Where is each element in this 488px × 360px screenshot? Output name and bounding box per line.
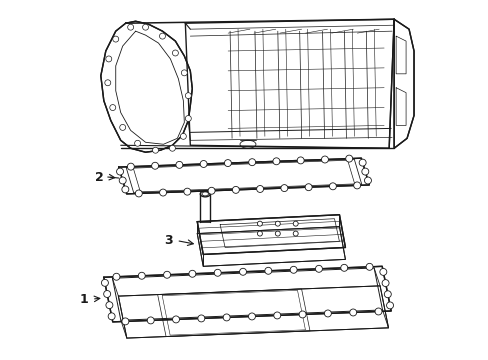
Circle shape [293,231,298,236]
Circle shape [224,159,231,167]
Circle shape [280,185,287,192]
Circle shape [345,155,352,162]
Circle shape [305,184,311,191]
Polygon shape [119,158,368,194]
Circle shape [353,182,360,189]
Circle shape [142,24,148,30]
Circle shape [329,183,336,190]
Circle shape [361,168,368,175]
Circle shape [364,177,371,184]
Circle shape [374,308,381,315]
Circle shape [386,302,393,309]
Circle shape [297,157,304,164]
Circle shape [248,159,255,166]
Circle shape [181,70,187,76]
Circle shape [257,231,262,236]
Circle shape [384,291,390,298]
Circle shape [289,266,297,273]
Polygon shape [103,266,390,322]
Circle shape [151,162,158,169]
Polygon shape [197,215,345,255]
Circle shape [273,312,280,319]
Polygon shape [118,286,387,338]
Circle shape [185,116,191,121]
Circle shape [176,161,183,168]
Circle shape [379,269,386,275]
Polygon shape [197,227,345,266]
Circle shape [321,156,328,163]
Circle shape [214,269,221,276]
Circle shape [223,314,230,321]
Circle shape [381,280,388,287]
Circle shape [103,291,110,297]
Circle shape [147,317,154,324]
Circle shape [232,186,239,193]
Circle shape [183,188,190,195]
Circle shape [248,313,255,320]
Circle shape [127,163,134,170]
Circle shape [127,24,133,30]
Circle shape [185,93,191,99]
Text: 1: 1 [79,293,88,306]
Text: 3: 3 [163,234,172,247]
Circle shape [293,221,298,226]
Circle shape [349,309,356,316]
Polygon shape [101,21,192,152]
Circle shape [359,159,366,166]
Circle shape [275,221,280,226]
Circle shape [152,147,158,153]
Circle shape [180,133,186,139]
Circle shape [257,221,262,226]
Circle shape [104,80,111,86]
Text: 2: 2 [95,171,103,184]
Circle shape [198,315,204,322]
Circle shape [256,185,263,193]
Circle shape [108,313,115,320]
Circle shape [188,270,196,277]
Circle shape [299,311,305,318]
Circle shape [119,177,126,184]
Ellipse shape [200,191,210,197]
Circle shape [135,190,142,197]
Circle shape [122,186,128,193]
Circle shape [116,168,123,175]
Circle shape [264,267,271,274]
Ellipse shape [240,140,255,148]
Circle shape [200,161,207,167]
Circle shape [134,140,141,146]
Circle shape [113,273,120,280]
Circle shape [340,264,347,271]
Circle shape [172,316,179,323]
Circle shape [138,272,145,279]
Circle shape [172,50,178,56]
Circle shape [159,189,166,196]
Circle shape [120,125,125,130]
Circle shape [113,36,119,42]
Circle shape [122,318,129,325]
Circle shape [101,279,108,286]
Polygon shape [393,19,413,148]
Circle shape [315,265,322,272]
Circle shape [105,56,112,62]
Circle shape [163,271,170,278]
Circle shape [208,187,215,194]
Circle shape [366,264,372,270]
Circle shape [109,105,116,111]
Circle shape [239,268,246,275]
Circle shape [275,231,280,236]
Circle shape [324,310,331,317]
Polygon shape [185,19,393,148]
Circle shape [106,302,113,309]
Circle shape [272,158,279,165]
Circle shape [159,33,165,39]
Circle shape [169,145,175,151]
